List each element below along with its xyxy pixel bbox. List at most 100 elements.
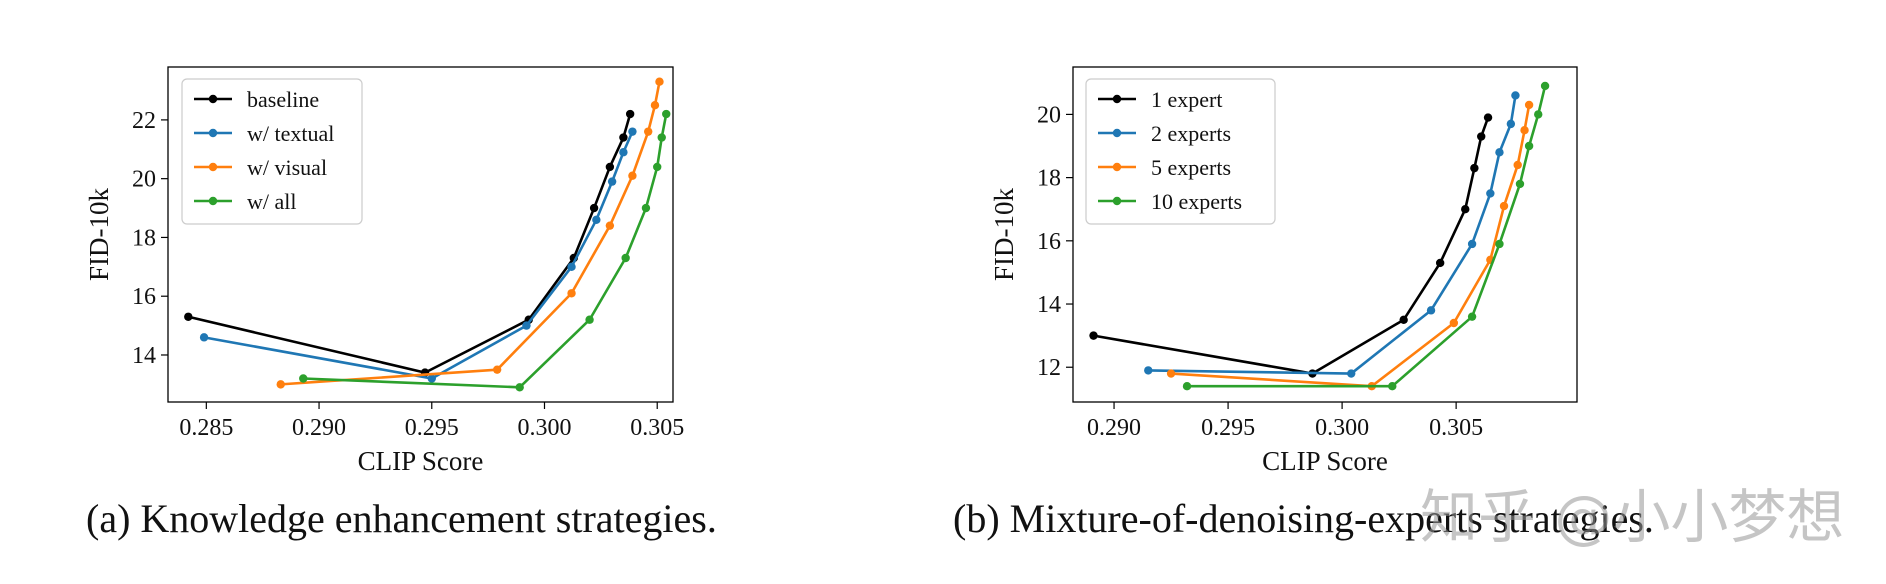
data-point xyxy=(276,380,285,389)
legend-box xyxy=(1085,78,1276,225)
series-line xyxy=(1170,104,1531,388)
x-tick-label: 0.295 xyxy=(1201,415,1255,441)
legend-marker xyxy=(1112,162,1122,172)
series-line xyxy=(1093,117,1490,375)
data-point xyxy=(605,162,615,172)
data-point xyxy=(592,215,601,225)
data-point xyxy=(653,162,662,172)
data-point xyxy=(662,109,671,119)
series-w-visual xyxy=(276,77,664,389)
legend-label: 1 expert xyxy=(1151,87,1222,112)
data-point xyxy=(1513,160,1522,170)
data-point xyxy=(1524,141,1534,151)
watermark: 知乎 @小小梦想 xyxy=(1420,483,1845,551)
y-tick-label: 22 xyxy=(132,108,156,134)
series-line xyxy=(303,113,668,389)
data-point xyxy=(1506,119,1516,129)
legend-marker xyxy=(1112,94,1122,104)
y-tick-label: 16 xyxy=(132,284,156,310)
data-point xyxy=(644,127,653,136)
chart-panel-b: 0.290 0.295 0.300 0.305 12 14 16 18 20 CLIP Score… xyxy=(989,66,1578,476)
data-point xyxy=(619,148,628,157)
caption-b: (b) Mixture-of-denoising-experts strateg… xyxy=(953,496,1654,541)
x-axis-label: CLIP Score xyxy=(1262,446,1388,476)
data-point xyxy=(628,171,637,180)
data-point xyxy=(1449,318,1459,328)
y-tick-label: 14 xyxy=(1037,292,1061,318)
x-axis-label: CLIP Score xyxy=(358,446,484,476)
y-tick-label: 18 xyxy=(132,225,156,251)
data-point xyxy=(1426,306,1436,315)
data-point xyxy=(1524,100,1534,110)
x-tick-label: 0.290 xyxy=(292,415,346,441)
legend: 1 expert 2 experts 5 experts 10 experts xyxy=(1085,78,1276,225)
data-point xyxy=(1511,91,1520,100)
legend-label: w/ visual xyxy=(247,155,327,180)
plot-frame xyxy=(1072,66,1578,403)
y-tick-label: 12 xyxy=(1037,355,1061,381)
data-point xyxy=(515,383,524,392)
legend-label: 2 experts xyxy=(1151,121,1231,146)
data-point xyxy=(1495,239,1504,249)
series-10-experts xyxy=(1182,81,1550,391)
x-tick-label: 0.295 xyxy=(405,415,459,441)
data-point xyxy=(1166,369,1176,378)
caption-a: (a) Knowledge enhancement strategies. xyxy=(86,496,717,541)
series-2-experts xyxy=(1144,91,1520,378)
legend-box xyxy=(181,78,363,225)
data-point xyxy=(299,374,308,383)
data-point xyxy=(492,365,502,374)
data-point xyxy=(1470,163,1479,173)
x-tick-label: 0.305 xyxy=(1429,415,1483,441)
x-tick-label: 0.285 xyxy=(179,415,233,441)
data-point xyxy=(1388,381,1397,391)
data-point xyxy=(522,321,531,330)
x-tick-label: 0.300 xyxy=(517,415,571,441)
legend-label: w/ all xyxy=(247,189,297,214)
series-line xyxy=(1187,85,1547,388)
legend-marker xyxy=(208,162,218,172)
data-point xyxy=(1347,369,1356,378)
series-1-expert xyxy=(1089,113,1493,378)
series-line xyxy=(187,113,632,374)
legend-label: 10 experts xyxy=(1151,189,1242,214)
y-axis-label: FID-10k xyxy=(989,188,1019,281)
data-point xyxy=(1144,366,1153,375)
series-w-textual xyxy=(199,127,637,383)
legend-label: w/ textual xyxy=(247,121,334,146)
data-point xyxy=(585,315,594,324)
data-point xyxy=(1182,381,1192,391)
data-point xyxy=(1089,331,1098,340)
data-point xyxy=(621,253,630,263)
data-point xyxy=(199,333,209,342)
y-tick-label: 16 xyxy=(1037,229,1061,255)
data-point xyxy=(1515,179,1525,189)
legend-marker xyxy=(1112,196,1122,206)
data-point xyxy=(589,203,599,213)
data-point xyxy=(567,262,576,272)
data-point xyxy=(1461,205,1470,214)
legend: baseline w/ textual w/ visual w/ all xyxy=(181,78,363,225)
data-point xyxy=(567,289,576,298)
data-point xyxy=(641,203,651,213)
data-point xyxy=(619,133,628,142)
data-point xyxy=(1435,258,1445,268)
data-point xyxy=(1520,126,1529,135)
chart-panel-a: 0.285 0.290 0.295 0.300 0.305 14 16 18 20 22 CLIP … xyxy=(84,66,684,476)
y-axis-label: FID-10k xyxy=(84,188,114,281)
legend-label: 5 experts xyxy=(1151,155,1231,180)
x-tick-label: 0.290 xyxy=(1087,415,1141,441)
data-point xyxy=(1399,315,1408,325)
data-point xyxy=(1477,132,1486,141)
legend-label: baseline xyxy=(247,87,319,112)
data-point xyxy=(607,177,617,186)
data-point xyxy=(1483,113,1493,122)
data-point xyxy=(1467,239,1477,249)
data-point xyxy=(605,221,615,230)
legend-marker xyxy=(1112,128,1122,138)
data-point xyxy=(427,374,436,383)
plot-frame xyxy=(167,66,674,403)
data-point xyxy=(1540,81,1550,91)
data-point xyxy=(650,101,660,110)
